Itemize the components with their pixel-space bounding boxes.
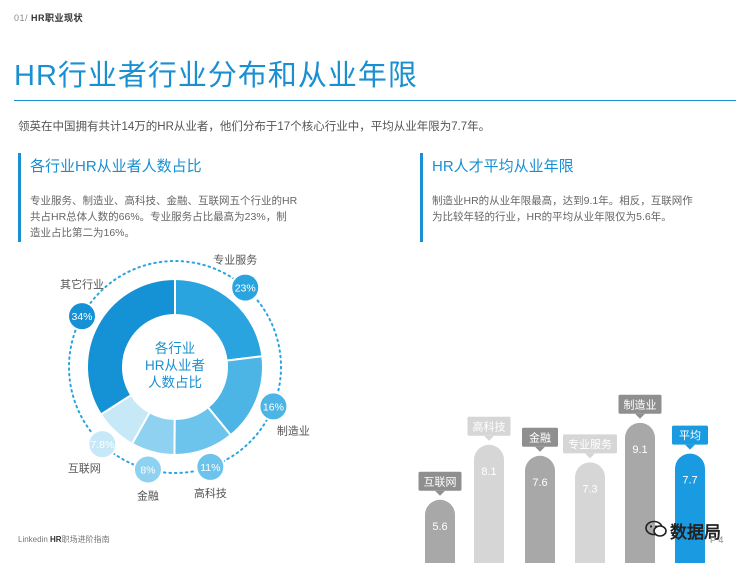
bar (525, 455, 555, 563)
slice-category-label: 制造业 (277, 423, 310, 437)
section-name: HR职业现状 (31, 13, 84, 23)
bar (675, 453, 705, 563)
footer-brand-a: Linkedin (18, 535, 51, 544)
slice-category-label: 专业服务 (213, 253, 257, 267)
bar-category-tag (672, 425, 708, 445)
slice-category-label: 金融 (137, 488, 159, 502)
slice-value-badge (67, 301, 98, 332)
right-panel-desc: 制造业HR的从业年限最高，达到9.1年。相反，互联网作 为比较年轻的行业，HR的… (432, 193, 693, 225)
donut-center-label: 人数占比 (148, 375, 202, 390)
bar-category-tag (467, 416, 511, 436)
left-panel-accent (18, 153, 21, 242)
bar-category-tag-pointer (585, 453, 595, 459)
slice-value-label: 16% (263, 401, 284, 413)
slice-value-badge (132, 454, 163, 485)
bar-category-label: 金融 (529, 430, 551, 444)
right-desc-line: 制造业HR的从业年限最高，达到9.1年。相反，互联网作 (432, 195, 693, 207)
footer-brand: Linkedin HR职场进阶指南 (18, 534, 110, 545)
bar-category-tag-pointer (685, 444, 695, 450)
bar (474, 444, 504, 563)
watermark-text: 数据局 (670, 523, 721, 542)
slice-value-label: 23% (235, 283, 256, 295)
wechat-icon (645, 520, 667, 537)
right-panel-accent (420, 153, 423, 242)
footer-brand-b: HR (50, 535, 62, 544)
footer-brand-c: 职场进阶指南 (61, 535, 110, 544)
donut-dotted-ring (68, 260, 282, 474)
slice-category-label: 高科技 (194, 486, 227, 500)
donut-center-label: 各行业 (155, 341, 196, 356)
left-panel-desc: 专业服务、制造业、高科技、金融、互联网五个行业的HR 共占HR总体人数的66%。… (30, 193, 297, 241)
bar (425, 499, 455, 563)
donut-slice (86, 277, 176, 416)
bar-value-label: 7.7 (682, 475, 697, 487)
bar-category-tag (563, 434, 617, 454)
bar-category-tag-pointer (635, 413, 645, 419)
left-desc-line: 共占HR总体人数的66%。专业服务占比最高为23%，制 (30, 211, 287, 223)
page-index: 01/ (14, 13, 29, 23)
slice-value-badge (258, 391, 289, 422)
page-number: P 4 (710, 535, 724, 545)
tenure-bar-chart: 5.6 互联网 8.1 高科技 7.6 金融 7.3 专业服务 9.1 制造业 7.7 平均 (418, 394, 708, 563)
industry-donut-chart: 23% 专业服务 16% 制造业 11% 高科技 8% 金融 7.8% 互联网 34% 其它行业各行业… (60, 253, 310, 503)
bar-category-label: 互联网 (424, 475, 457, 488)
right-desc-line: 为比较年轻的行业，HR的平均从业年限仅为5.6年。 (432, 211, 672, 223)
bar-value-label: 7.6 (532, 477, 547, 489)
bar (625, 422, 655, 563)
bar-category-tag-pointer (484, 435, 494, 441)
bar-value-label: 7.3 (582, 483, 597, 495)
left-desc-line: 造业占比第二为16%。 (30, 227, 136, 239)
bar-category-tag-pointer (535, 446, 545, 452)
intro-text: 领英在中国拥有共计14万的HR从业者，他们分布于17个核心行业中，平均从业年限为… (18, 121, 491, 133)
left-panel-title: 各行业HR从业者人数占比 (30, 158, 202, 175)
section-tag: 01/ HR职业现状 (14, 11, 83, 24)
slice-category-label: 互联网 (68, 462, 101, 475)
bar-value-label: 9.1 (632, 444, 647, 456)
bar-category-tag-pointer (435, 490, 445, 496)
bar-value-label: 5.6 (432, 521, 447, 533)
slice-value-label: 34% (71, 311, 92, 323)
page-title: HR行业者行业分布和从业年限 (14, 60, 418, 92)
right-panel-title: HR人才平均从业年限 (432, 158, 574, 175)
bar-category-tag (618, 394, 662, 414)
bar-category-label: 制造业 (624, 397, 657, 411)
bar-category-tag (522, 427, 558, 447)
bar (575, 462, 605, 563)
slice-value-label: 7.8% (90, 439, 114, 451)
slice-category-label: 其它行业 (60, 277, 104, 291)
bar-category-label: 高科技 (473, 419, 506, 433)
bar-category-label: 专业服务 (568, 437, 612, 451)
left-desc-line: 专业服务、制造业、高科技、金融、互联网五个行业的HR (30, 195, 298, 207)
donut-center-label: HR从业者 (145, 358, 205, 373)
slice-value-badge (195, 451, 226, 482)
bar-category-label: 平均 (679, 429, 701, 442)
slice-value-label: 8% (140, 464, 155, 476)
slice-value-badge (87, 429, 118, 460)
slice-value-badge (230, 272, 261, 303)
slice-value-label: 11% (200, 462, 220, 474)
title-divider (14, 100, 736, 101)
bar-category-tag (418, 471, 462, 491)
bar-value-label: 8.1 (481, 466, 496, 478)
